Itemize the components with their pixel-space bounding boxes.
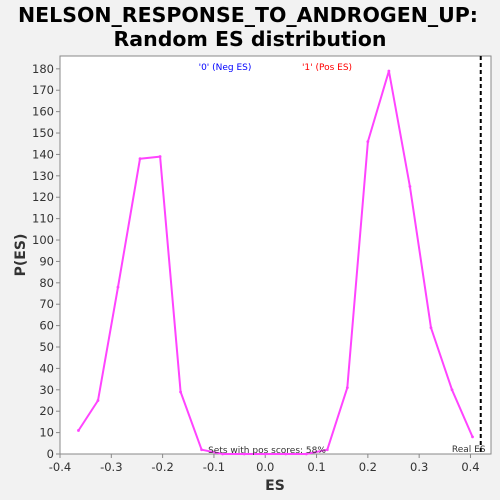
pos-score-annotation: Sets with pos scores: 58% (208, 446, 326, 456)
legend-entry-pos: '1' (Pos ES) (302, 63, 352, 73)
legend: '0' (Neg ES) '1' (Pos ES) (199, 63, 352, 73)
y-tick-label: 110 (32, 212, 54, 226)
data-point (345, 386, 349, 390)
y-tick-label: 0 (47, 447, 54, 461)
y-axis-label: P(ES) (13, 234, 29, 277)
data-point (242, 452, 246, 456)
x-tick-label: -0.4 (49, 460, 71, 474)
x-tick-label: 0.2 (359, 460, 377, 474)
data-point (263, 452, 267, 456)
data-point (96, 399, 100, 402)
y-tick-label: 130 (32, 169, 54, 183)
x-tick-label: 0.1 (307, 460, 325, 474)
data-point (366, 140, 370, 143)
x-tick-label: -0.2 (151, 460, 173, 474)
data-point (450, 388, 454, 392)
chart-title: NELSON_RESPONSE_TO_ANDROGEN_UP: (18, 3, 478, 27)
y-tick-label: 150 (32, 126, 54, 140)
y-tick-label: 100 (32, 233, 54, 247)
real-es-label: Real ES (452, 445, 486, 455)
y-tick-label: 80 (39, 276, 54, 290)
data-point (408, 185, 412, 188)
y-tick-label: 50 (39, 340, 54, 354)
data-point (325, 448, 329, 452)
x-tick-label: -0.1 (203, 460, 225, 474)
plot-area (59, 55, 492, 455)
x-tick-label: 0.0 (256, 460, 274, 474)
x-tick-label: 0.3 (410, 460, 428, 474)
y-axis: 0 10 20 30 40 50 60 70 80 90 100 110 120 130 140 150 160… (32, 62, 60, 461)
data-point (429, 326, 433, 330)
legend-entry-neg: '0' (Neg ES) (199, 63, 252, 73)
y-tick-label: 60 (39, 319, 54, 333)
x-axis-label: ES (265, 478, 285, 494)
data-point (284, 452, 288, 456)
x-axis: -0.4 -0.3 -0.2 -0.1 0.0 0.1 0.2 0.3 0.4 (49, 454, 480, 474)
y-tick-label: 120 (32, 190, 54, 204)
y-tick-label: 20 (39, 404, 54, 418)
x-tick-label: 0.4 (461, 460, 479, 474)
data-point (304, 452, 308, 456)
y-tick-label: 160 (32, 105, 54, 119)
data-point (77, 429, 80, 432)
y-tick-label: 90 (39, 254, 54, 268)
chart-subtitle: Random ES distribution (114, 27, 387, 51)
y-tick-label: 30 (39, 383, 54, 397)
data-point (138, 157, 142, 161)
y-tick-label: 140 (32, 147, 54, 161)
data-point (471, 435, 474, 439)
y-tick-label: 170 (32, 83, 54, 97)
data-point (200, 448, 204, 452)
data-point (387, 69, 391, 73)
y-tick-label: 40 (39, 361, 54, 375)
series-line (77, 70, 474, 455)
y-tick-label: 180 (32, 62, 54, 76)
x-tick-label: -0.3 (100, 460, 122, 474)
data-point (221, 452, 225, 456)
y-tick-label: 70 (39, 297, 54, 311)
data-point (179, 390, 182, 394)
data-point (158, 155, 162, 158)
data-point (116, 285, 120, 289)
series-group (77, 69, 474, 456)
y-tick-label: 10 (39, 426, 54, 440)
